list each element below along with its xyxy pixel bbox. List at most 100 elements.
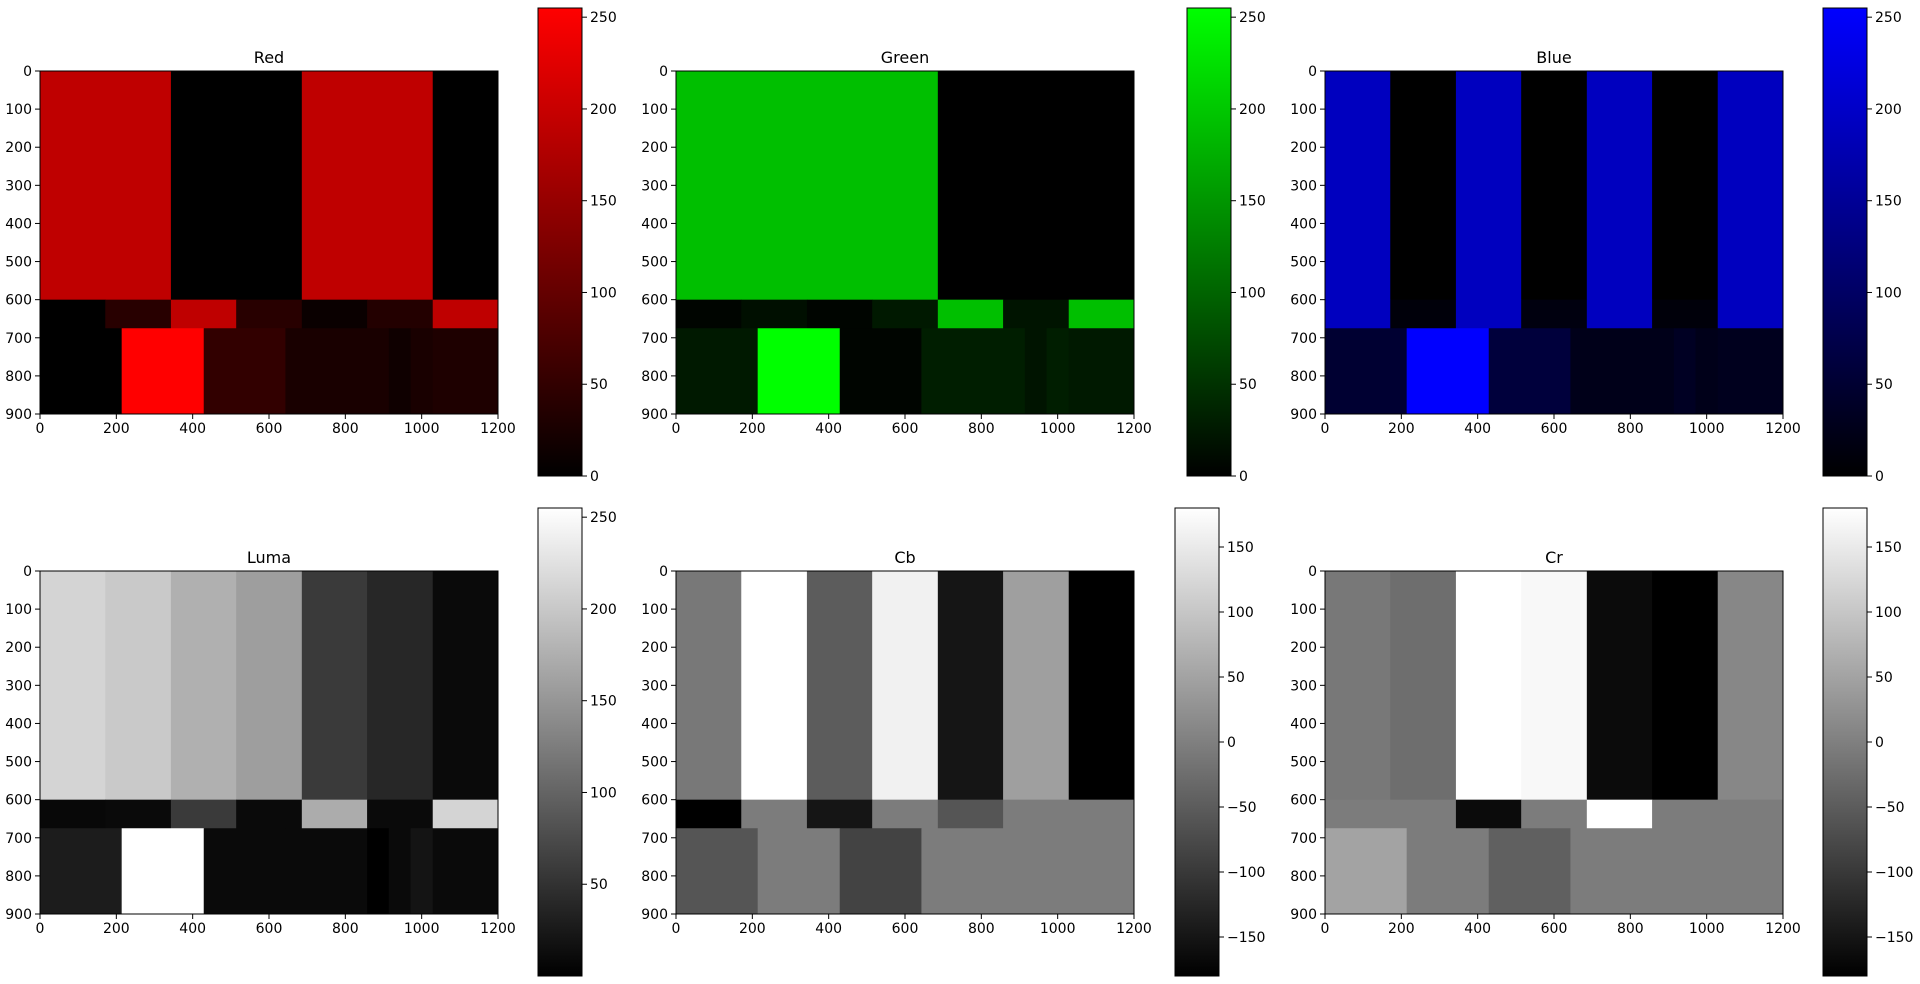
colorbar [1822, 507, 1868, 977]
heatmap-cell [1390, 299, 1457, 329]
y-tick-label: 700 [5, 831, 32, 847]
heatmap-cell [1003, 828, 1026, 915]
x-tick-label: 200 [1388, 921, 1415, 937]
y-tick-label: 800 [1290, 369, 1317, 385]
x-tick-label: 800 [1617, 921, 1644, 937]
heatmap-cell [1024, 328, 1047, 415]
colorbar [1822, 7, 1868, 477]
x-tick-label: 600 [1541, 421, 1568, 437]
heatmap-cell [1455, 299, 1522, 329]
colorbar-tick-label: 250 [1239, 10, 1266, 26]
heatmap-cell [1652, 571, 1719, 801]
heatmap-cell [1068, 71, 1135, 301]
heatmap-cell [301, 71, 368, 301]
y-tick-label: 400 [641, 716, 668, 732]
heatmap-cell [1586, 571, 1653, 801]
heatmap-cell [839, 828, 922, 915]
heatmap-cell [40, 571, 106, 801]
heatmap-cell [170, 71, 237, 301]
y-tick-label: 700 [641, 331, 668, 347]
x-tick-label: 400 [1464, 421, 1491, 437]
heatmap-cell [236, 71, 303, 301]
heatmap-cell [1390, 71, 1457, 301]
x-tick-label: 200 [1388, 421, 1415, 437]
x-tick-label: 1000 [1040, 921, 1076, 937]
heatmap-cell [1325, 299, 1391, 329]
x-tick-label: 1200 [1765, 421, 1801, 437]
heatmap-cell [676, 828, 759, 915]
chart-title: Luma [247, 548, 291, 567]
heatmap-cell [1003, 328, 1026, 415]
heatmap-cell [1673, 328, 1696, 415]
heatmap-cell [1521, 299, 1588, 329]
colorbar-tick-label: 50 [1227, 670, 1245, 686]
heatmap-cell [872, 571, 939, 801]
heatmap-cell [1068, 328, 1135, 415]
y-tick-label: 800 [641, 869, 668, 885]
heatmap-cell [367, 71, 434, 301]
colorbar-tick-label: 50 [1875, 670, 1893, 686]
heatmap-cell [1046, 828, 1070, 915]
heatmap-cell [1325, 71, 1391, 301]
heatmap-cell [236, 571, 303, 801]
heatmap-cell [937, 71, 1004, 301]
colorbar-tick-label: 200 [590, 102, 617, 118]
heatmap-cell [1586, 71, 1653, 301]
heatmap-cell [170, 299, 237, 329]
heatmap-cell [367, 799, 434, 829]
x-tick-label: 0 [36, 921, 45, 937]
x-tick-label: 400 [1464, 921, 1491, 937]
chart-title: Red [254, 48, 284, 67]
heatmap-cell [40, 828, 123, 915]
y-tick-label: 300 [641, 678, 668, 694]
y-tick-label: 0 [23, 564, 32, 580]
heatmap-cell [105, 799, 172, 829]
y-tick-label: 500 [1290, 755, 1317, 771]
x-tick-label: 200 [739, 921, 766, 937]
x-tick-label: 0 [1321, 921, 1330, 937]
heatmap-cell [105, 571, 172, 801]
colorbar-tick-label: −50 [1875, 800, 1905, 816]
y-tick-label: 100 [5, 602, 32, 618]
heatmap-cell [301, 799, 368, 829]
colorbar-tick-label: 0 [1227, 735, 1236, 751]
x-tick-label: 0 [672, 421, 681, 437]
heatmap-cell [1652, 299, 1719, 329]
y-tick-label: 0 [659, 64, 668, 80]
colorbar-tick-label: 100 [590, 285, 617, 301]
heatmap-cell [105, 299, 172, 329]
heatmap-cell [388, 828, 411, 915]
heatmap-cell [757, 828, 841, 915]
x-tick-label: 400 [815, 921, 842, 937]
x-tick-label: 800 [332, 921, 359, 937]
chart-title: Cb [894, 548, 915, 567]
heatmap-cell [170, 571, 237, 801]
y-tick-label: 600 [5, 293, 32, 309]
colorbar-tick-label: −100 [1875, 865, 1913, 881]
y-tick-label: 600 [641, 293, 668, 309]
heatmap-cell [410, 828, 434, 915]
y-tick-label: 700 [1290, 331, 1317, 347]
heatmap-cell [1521, 799, 1588, 829]
y-tick-label: 200 [5, 640, 32, 656]
x-tick-label: 1000 [404, 921, 440, 937]
heatmap-panel-luma: Luma 0 200 400 600 800 1000 1200 0 100 200 300 400 50… [5, 507, 617, 977]
heatmap-cell [1325, 571, 1391, 801]
heatmap-cell [806, 71, 873, 301]
colorbar-tick-label: 50 [590, 877, 608, 893]
y-tick-label: 600 [1290, 293, 1317, 309]
y-tick-label: 400 [5, 216, 32, 232]
y-tick-label: 200 [1290, 640, 1317, 656]
heatmap-panel-cr: Cr0 200 400 600 800 1000 120001002003004005006… [1290, 507, 1913, 977]
x-tick-label: 600 [256, 421, 283, 437]
heatmap-cell [676, 571, 742, 801]
heatmap-cell [921, 828, 1004, 915]
colorbar-tick-label: 150 [590, 194, 617, 210]
x-tick-label: 600 [892, 421, 919, 437]
heatmap-cell [741, 799, 808, 829]
x-tick-label: 800 [1617, 421, 1644, 437]
y-tick-label: 200 [641, 640, 668, 656]
heatmap-cell [1717, 828, 1784, 915]
heatmap-cell [741, 299, 808, 329]
